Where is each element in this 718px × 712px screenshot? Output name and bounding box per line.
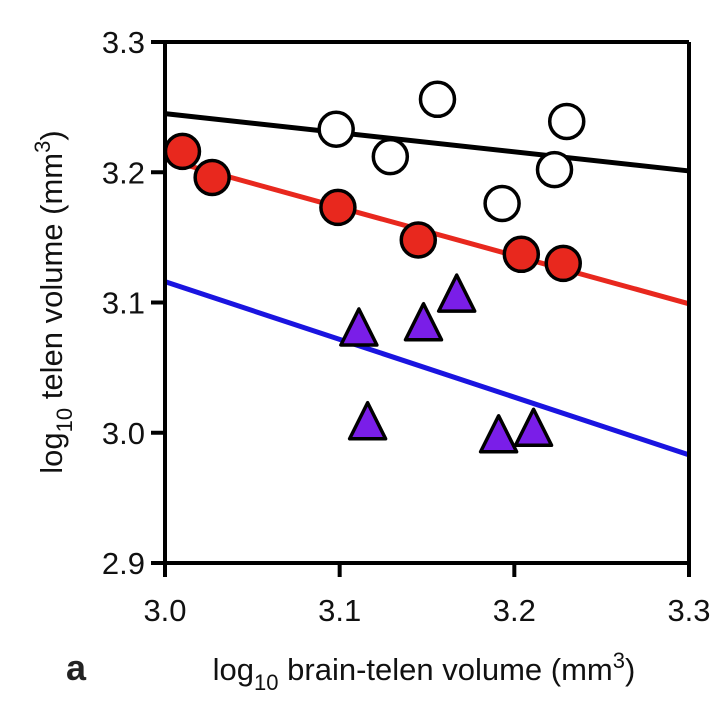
data-points	[163, 80, 586, 454]
open-circles-point-5	[547, 102, 586, 141]
purple-triangles-point-1	[403, 302, 444, 342]
tick-labels: 2.9 3.0 3.1 3.2 3.3 3.0 3.1 3.2 3.3	[102, 25, 711, 628]
panel-label: a	[66, 647, 87, 688]
purple-triangles-point-5	[513, 407, 554, 448]
open-circles-point-3	[483, 184, 521, 223]
x-axis-title: log10 brain-telen volume (mm3)	[213, 648, 636, 695]
purple-triangles-point-0	[339, 307, 379, 347]
y-tick-label: 3.0	[102, 416, 145, 451]
y-tick-label: 2.9	[102, 546, 145, 581]
red-circles-point-3	[399, 221, 438, 259]
purple-triangles-point-4	[478, 414, 519, 454]
open-circles-point-0	[317, 110, 355, 149]
open-circles-point-2	[418, 80, 457, 119]
red-circles-point-1	[193, 158, 231, 197]
x-tick-label: 3.2	[493, 593, 536, 628]
open-circles-point-4	[535, 150, 574, 189]
fit-lines	[164, 111, 690, 458]
red-circles-point-0	[163, 132, 202, 171]
red-circles-point-5	[544, 244, 582, 283]
open-circles-fit-line	[164, 111, 690, 174]
purple-triangles-point-2	[436, 273, 477, 313]
x-tick-label: 3.0	[143, 593, 186, 628]
red-circles-point-4	[502, 235, 541, 274]
axes	[151, 40, 691, 577]
x-tick-label: 3.3	[667, 593, 710, 628]
x-tick-label: 3.1	[318, 593, 361, 628]
open-circles-point-1	[371, 137, 410, 176]
purple-triangles-point-3	[347, 401, 388, 441]
y-axis-title: log10 telen volume (mm3)	[30, 130, 77, 473]
y-tick-label: 3.3	[102, 25, 145, 60]
y-tick-label: 3.1	[102, 286, 145, 321]
y-tick-label: 3.2	[102, 155, 145, 190]
purple-triangles-fit-line	[164, 279, 690, 458]
red-circles-point-2	[319, 188, 357, 227]
